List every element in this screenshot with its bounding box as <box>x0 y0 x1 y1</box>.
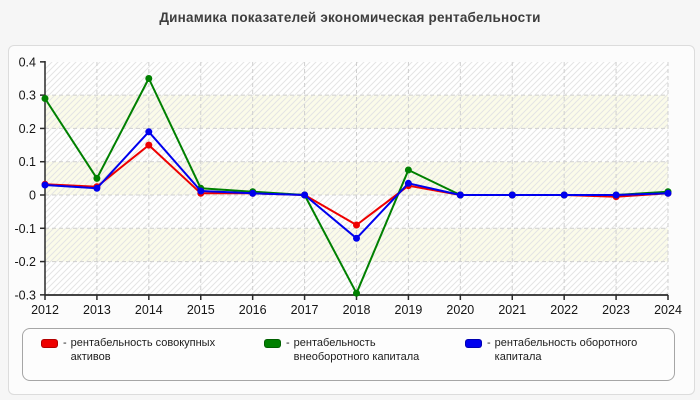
y-tick-label: -0.2 <box>14 255 36 269</box>
chart-title: Динамика показателей экономическая рента… <box>159 10 541 25</box>
data-point <box>145 128 153 136</box>
y-tick-label: 0.3 <box>19 89 36 103</box>
legend-item: - рентабельность оборотного капитала <box>465 336 657 365</box>
data-point <box>560 191 568 199</box>
y-tick-label: 0.2 <box>19 122 36 136</box>
y-tick-label: -0.3 <box>14 288 36 302</box>
x-tick-label: 2013 <box>83 303 111 317</box>
legend-swatch <box>465 339 482 348</box>
y-tick-label: -0.1 <box>14 222 36 236</box>
data-point <box>404 179 412 187</box>
legend-separator: - <box>286 337 290 349</box>
legend-swatch <box>41 339 58 348</box>
data-point <box>353 234 360 242</box>
data-point <box>145 75 153 82</box>
data-point <box>353 289 360 297</box>
data-point <box>145 141 153 149</box>
legend-label: рентабельность совокупных активов <box>70 337 216 364</box>
data-point <box>456 191 464 199</box>
x-tick-label: 2023 <box>602 303 630 317</box>
y-tick-label: 0.1 <box>19 155 36 169</box>
data-point <box>404 166 412 174</box>
legend-swatch <box>264 339 281 348</box>
data-point <box>301 191 309 199</box>
legend-label: рентабельность внеоборотного капитала <box>293 337 420 364</box>
x-tick-label: 2014 <box>135 303 163 317</box>
data-point <box>249 189 257 197</box>
legend-label: рентабельность оборотного капитала <box>494 337 638 364</box>
data-point <box>93 184 101 192</box>
legend-item: - рентабельность внеоборотного капитала <box>264 336 434 365</box>
x-tick-label: 2015 <box>187 303 215 317</box>
x-tick-label: 2016 <box>239 303 267 317</box>
legend-separator: - <box>63 337 67 349</box>
x-tick-label: 2021 <box>498 303 526 317</box>
x-tick-label: 2019 <box>395 303 423 317</box>
legend: - рентабельность совокупных активов - рента… <box>22 328 675 381</box>
data-point <box>41 95 49 102</box>
x-tick-label: 2012 <box>31 303 59 317</box>
data-point <box>664 189 672 197</box>
legend-item: - рентабельность совокупных активов <box>41 336 231 365</box>
data-point <box>508 191 516 199</box>
x-tick-label: 2018 <box>343 303 371 317</box>
data-point <box>197 187 205 195</box>
x-tick-label: 2020 <box>446 303 474 317</box>
data-point <box>93 174 101 182</box>
x-tick-label: 2017 <box>291 303 319 317</box>
data-point <box>353 221 360 229</box>
series-layer <box>41 75 672 297</box>
data-point <box>41 181 49 189</box>
legend-separator: - <box>487 337 491 349</box>
y-tick-label: 0.4 <box>19 55 36 69</box>
x-tick-label: 2024 <box>654 303 682 317</box>
x-tick-label: 2022 <box>550 303 578 317</box>
data-point <box>612 191 620 199</box>
y-tick-label: 0 <box>29 189 36 203</box>
series-2 <box>41 128 672 242</box>
